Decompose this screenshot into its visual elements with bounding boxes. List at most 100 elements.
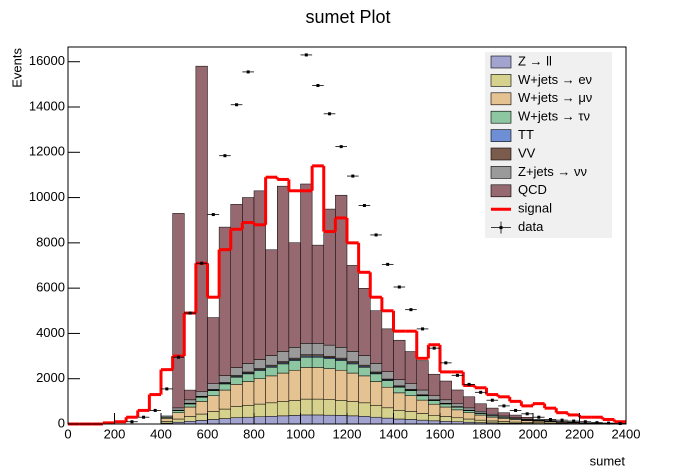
- bar-segment: [242, 381, 255, 406]
- data-point: [188, 311, 192, 315]
- data-point: [374, 233, 378, 237]
- x-tick-label: 200: [104, 426, 126, 441]
- bar-segment: [277, 372, 290, 402]
- bar-segment: [381, 407, 394, 419]
- legend-label: Z+jets → νν: [518, 164, 587, 179]
- bar-segment: [230, 376, 243, 385]
- bar-segment: [486, 407, 499, 415]
- legend-label: W+jets → μν: [518, 90, 592, 105]
- bar-segment: [404, 351, 417, 384]
- bar-segment: [370, 310, 383, 364]
- bar-segment: [195, 65, 208, 393]
- bar-segment: [416, 413, 429, 421]
- bar-segment: [521, 417, 534, 420]
- bar-segment: [311, 356, 324, 368]
- data-point: [455, 373, 459, 377]
- bar-segment: [300, 398, 313, 416]
- bar-segment: [323, 208, 336, 346]
- data-point: [200, 261, 204, 265]
- bar-segment: [451, 417, 464, 422]
- x-tick-label: 600: [197, 426, 219, 441]
- bar-segment: [463, 396, 476, 409]
- bar-segment: [277, 351, 290, 362]
- y-tick-label: 12000: [29, 144, 65, 159]
- y-tick-label: 14000: [29, 98, 65, 113]
- data-point: [211, 213, 215, 217]
- data-point: [409, 308, 413, 312]
- bar-segment: [335, 347, 348, 359]
- bar-segment: [207, 419, 220, 425]
- bar-segment: [439, 403, 452, 408]
- bar-segment: [346, 265, 359, 352]
- bar-segment: [207, 411, 220, 420]
- bar-segment: [358, 367, 371, 377]
- legend-label: VV: [518, 145, 536, 160]
- y-axis-label: Events: [9, 48, 24, 88]
- bar-segment: [521, 420, 534, 423]
- bar-segment: [230, 367, 243, 376]
- data-point: [165, 387, 169, 391]
- bar-segment: [381, 371, 394, 380]
- legend-label: Z → ll: [518, 53, 552, 68]
- data-point: [479, 390, 483, 394]
- data-point: [572, 419, 576, 423]
- bar-segment: [184, 406, 197, 417]
- bar-segment: [184, 389, 197, 401]
- y-tick-label: 10000: [29, 189, 65, 204]
- bar-segment: [323, 414, 336, 425]
- bar-segment: [242, 405, 255, 418]
- data-point: [502, 404, 506, 408]
- bar-segment: [277, 185, 290, 352]
- bar-segment: [370, 416, 383, 425]
- bar-segment: [439, 416, 452, 422]
- data-point: [362, 203, 366, 207]
- data-point: [386, 262, 390, 266]
- bar-segment: [277, 363, 290, 374]
- bar-segment: [451, 406, 464, 411]
- y-tick-label: 6000: [36, 280, 65, 295]
- bar-segment: [265, 367, 278, 377]
- bar-segment: [404, 419, 417, 425]
- bar-segment: [358, 416, 371, 425]
- bar-segment: [393, 386, 406, 394]
- bar-segment: [218, 418, 231, 425]
- data-point: [607, 421, 611, 425]
- bar-segment: [311, 398, 324, 416]
- bar-segment: [172, 418, 185, 423]
- bar-segment: [195, 401, 208, 415]
- legend-swatch: [490, 129, 512, 142]
- bar-segment: [358, 402, 371, 417]
- bar-segment: [509, 414, 522, 418]
- bar-segment: [300, 367, 313, 400]
- bar-segment: [474, 419, 487, 423]
- data-point: [235, 103, 239, 107]
- data-point: [223, 154, 227, 158]
- bar-segment: [288, 369, 301, 401]
- legend-label: data: [518, 219, 544, 234]
- data-point: [351, 174, 355, 178]
- bar-segment: [335, 400, 348, 416]
- x-tick-label: 800: [243, 426, 265, 441]
- bar-segment: [463, 418, 476, 423]
- bar-segment: [253, 416, 266, 425]
- legend-label: QCD: [518, 182, 547, 197]
- bar-segment: [172, 412, 185, 420]
- bar-segment: [184, 416, 197, 422]
- chart-title: sumet Plot: [305, 7, 390, 27]
- data-point: [328, 112, 332, 116]
- bar-segment: [474, 411, 487, 414]
- bar-segment: [242, 373, 255, 382]
- bar-segment: [346, 401, 359, 417]
- bar-segment: [393, 339, 406, 380]
- legend-swatch: [490, 166, 512, 179]
- bar-segment: [160, 415, 173, 418]
- bar-segment: [311, 367, 324, 400]
- bar-segment: [486, 416, 499, 422]
- bar-segment: [497, 412, 510, 417]
- legend-swatch: [490, 55, 512, 69]
- bar-segment: [207, 317, 220, 384]
- bar-segment: [288, 400, 301, 416]
- bar-segment: [242, 416, 255, 425]
- bar-segment: [404, 411, 417, 420]
